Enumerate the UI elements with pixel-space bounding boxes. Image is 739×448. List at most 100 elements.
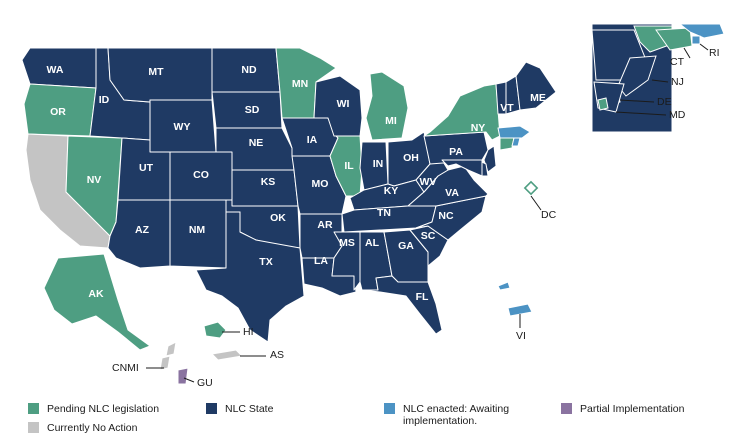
state-label-dc: DC [541, 209, 557, 221]
state-shape-ma[interactable] [497, 125, 531, 139]
state-shape-as[interactable] [211, 349, 243, 361]
state-shape-ny[interactable] [423, 83, 501, 141]
state-label-ks: KS [261, 176, 276, 188]
state-label-vt: VT [500, 102, 514, 114]
state-label-ms: MS [339, 237, 355, 249]
state-label-ut: UT [139, 162, 154, 174]
state-label-ar: AR [317, 219, 333, 231]
legend-item-pending: Pending NLC legislation [28, 403, 159, 415]
state-shape-nc[interactable] [415, 195, 487, 241]
state-label-wv: WV [420, 176, 437, 188]
inset-region-ri [691, 35, 701, 45]
state-shape-il[interactable] [329, 135, 363, 197]
state-label-ny: NY [471, 122, 486, 134]
legend-label-nlc-state: NLC State [225, 403, 274, 415]
state-label-id: ID [99, 94, 110, 106]
inset-region-nj [617, 55, 657, 97]
state-shape-vi[interactable] [497, 281, 533, 317]
dc-marker-icon [526, 183, 536, 193]
legend-item-nlc-state: NLC State [206, 403, 273, 415]
state-label-al: AL [365, 237, 380, 249]
state-label-nc: NC [438, 210, 454, 222]
state-label-ia: IA [307, 134, 318, 146]
state-shape-or[interactable] [23, 83, 97, 137]
state-label-va: VA [445, 187, 459, 199]
state-label-co: CO [193, 169, 209, 181]
state-label-md: MD [669, 109, 686, 121]
state-label-mo: MO [312, 178, 329, 190]
leader-line-gu [183, 377, 195, 383]
leader-line-md [615, 111, 667, 116]
state-label-tx: TX [259, 256, 272, 268]
state-shape-hi[interactable] [203, 321, 227, 339]
state-shape-mi[interactable] [365, 71, 409, 141]
state-shape-nj[interactable] [483, 145, 497, 173]
leader-line-de [619, 99, 655, 103]
leader-line-dc [530, 195, 542, 211]
state-shape-md[interactable] [441, 159, 483, 177]
legend-swatch-awaiting [384, 403, 395, 414]
state-label-wi: WI [337, 98, 350, 110]
state-label-tn: TN [377, 207, 391, 219]
state-label-nh: NH [504, 116, 519, 128]
legend-swatch-nlc-state [206, 403, 217, 414]
inset-region-ma [678, 23, 725, 39]
state-label-ga: GA [398, 240, 414, 252]
state-label-sd: SD [245, 104, 260, 116]
state-label-or: OR [50, 106, 66, 118]
state-shapes [21, 23, 725, 385]
state-shape-tx[interactable] [195, 211, 305, 343]
leader-line-ri [699, 43, 709, 51]
legend-swatch-no-action [28, 422, 39, 433]
state-label-in: IN [373, 158, 384, 170]
leader-line-nj [651, 79, 669, 83]
state-label-nv: NV [87, 174, 102, 186]
state-shape-gu[interactable] [177, 367, 189, 385]
inset-region-ct [655, 27, 693, 51]
legend-label-pending: Pending NLC legislation [47, 403, 160, 415]
legend-label-no-action: Currently No Action [47, 422, 138, 434]
state-label-ct: CT [670, 56, 685, 68]
state-label-ak: AK [88, 288, 104, 300]
state-label-gu: GU [197, 377, 213, 389]
state-label-ok: OK [270, 212, 286, 224]
state-label-ne: NE [249, 137, 264, 149]
state-label-mt: MT [148, 66, 164, 78]
legend-item-partial: Partial Implementation [561, 403, 684, 415]
legend-item-no-action: Currently No Action [28, 422, 137, 434]
state-label-hi: HI [243, 326, 254, 338]
state-label-wa: WA [47, 64, 64, 76]
state-label-de: DE [657, 96, 672, 108]
state-label-me: ME [530, 92, 546, 104]
map-legend: Pending NLC legislation Currently No Act… [28, 403, 728, 443]
state-shape-cnmi[interactable] [159, 341, 177, 371]
legend-label-partial: Partial Implementation [580, 403, 685, 415]
state-shape-ak[interactable] [43, 253, 151, 351]
state-shape-me[interactable] [515, 61, 557, 111]
state-label-ky: KY [384, 185, 399, 197]
state-label-az: AZ [135, 224, 150, 236]
state-label-fl: FL [416, 291, 429, 303]
leader-line-ct [683, 47, 691, 59]
state-shape-ct[interactable] [499, 137, 515, 151]
state-label-nd: ND [241, 64, 257, 76]
state-label-ri: RI [709, 47, 720, 59]
state-label-as: AS [270, 349, 284, 361]
state-label-vi: VI [516, 330, 526, 342]
inset-region-mdb [597, 97, 609, 111]
label-leader-lines [146, 43, 709, 383]
state-shape-fl[interactable] [361, 275, 443, 335]
state-label-nm: NM [189, 224, 206, 236]
state-label-la: LA [314, 255, 328, 267]
legend-swatch-pending [28, 403, 39, 414]
state-label-sc: SC [421, 230, 436, 242]
state-shape-ri[interactable] [511, 137, 521, 147]
state-label-il: IL [344, 160, 354, 172]
state-label-mn: MN [292, 78, 308, 90]
state-label-pa: PA [449, 146, 463, 158]
legend-item-awaiting: NLC enacted: Awaiting implementation. [384, 403, 524, 427]
state-labels: WA OR NV ID MT WY UT CO AZ NM ND SD NE KS OK TX MN IA MO AR… [47, 47, 720, 389]
legend-swatch-partial [561, 403, 572, 414]
state-label-cnmi: CNMI [112, 362, 139, 374]
